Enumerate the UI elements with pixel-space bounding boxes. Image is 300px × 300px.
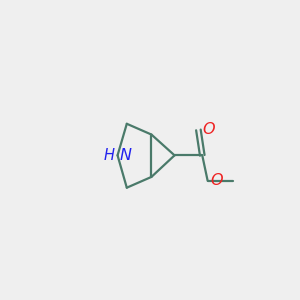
Text: N: N <box>119 148 131 163</box>
Text: O: O <box>202 122 215 137</box>
Text: O: O <box>210 173 223 188</box>
Text: H: H <box>103 148 115 163</box>
